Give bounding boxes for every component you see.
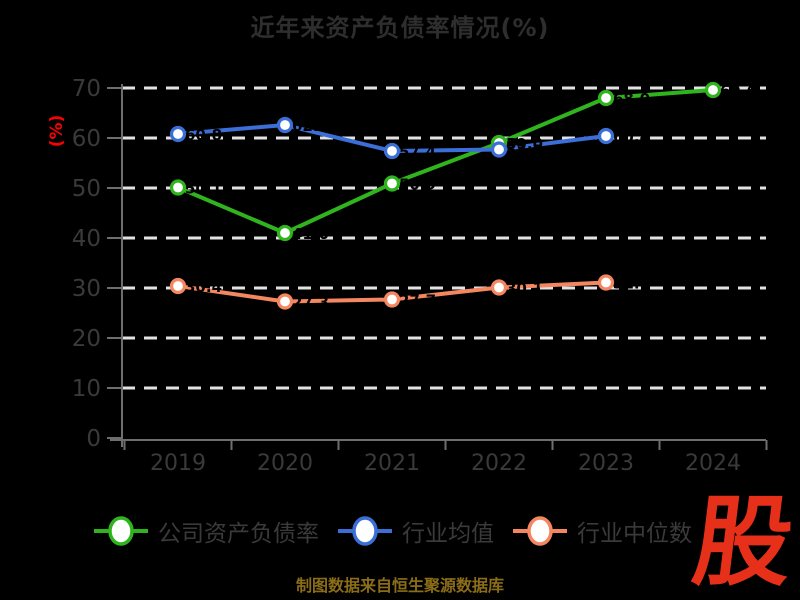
- data-point-marker: [276, 293, 294, 310]
- data-point-marker: [276, 116, 294, 134]
- x-tick-label: 2021: [364, 451, 420, 476]
- y-tick-label: 60: [72, 126, 101, 152]
- legend-label: 行业均值: [402, 521, 494, 547]
- y-axis-label: (%): [47, 115, 67, 148]
- data-label: 50.1: [185, 180, 222, 198]
- data-point-marker: [383, 175, 401, 192]
- legend-label: 公司资产负债率: [158, 521, 319, 547]
- data-point-marker: [169, 179, 187, 196]
- data-label: 59.0: [506, 135, 543, 153]
- data-label: 27.3: [292, 294, 329, 312]
- data-point-marker: [597, 127, 615, 145]
- legend-item: 公司资产负债率: [92, 514, 319, 548]
- y-tick-label: 40: [72, 226, 101, 252]
- data-point-marker: [597, 274, 615, 291]
- y-tick-label: 50: [72, 176, 101, 202]
- data-point-marker: [383, 291, 401, 308]
- chart-title: 近年来资产负债率情况(%): [250, 14, 550, 42]
- data-label: 68.0: [613, 90, 650, 108]
- legend-item: 行业均值: [336, 514, 494, 548]
- data-label: 69.6: [720, 82, 757, 100]
- data-point-marker: [383, 142, 401, 160]
- series-line: [176, 88, 715, 235]
- y-tick-label: 70: [72, 76, 101, 102]
- data-label: 41.0: [292, 225, 329, 243]
- source-note: 制图数据来自恒生聚源数据库: [295, 576, 504, 595]
- legend-marker-icon: [338, 516, 392, 546]
- y-tick-label: 30: [72, 276, 101, 302]
- data-point-marker: [276, 224, 294, 242]
- x-tick-label: 2024: [685, 451, 741, 476]
- data-point-marker: [490, 279, 508, 296]
- data-point-marker: [169, 277, 187, 295]
- data-label: 57.4: [399, 143, 436, 161]
- x-tick-label: 2023: [578, 451, 634, 476]
- x-tick-label: 2020: [257, 451, 313, 476]
- y-tick-label: 0: [86, 426, 101, 452]
- data-label: 27.7: [399, 292, 436, 310]
- data-point-marker: [490, 141, 508, 158]
- data-label: 31.1: [613, 275, 650, 293]
- data-label: 50.9: [399, 176, 436, 194]
- x-tick-label: 2022: [471, 451, 527, 476]
- data-label: 30.1: [506, 280, 543, 298]
- data-label: 62.6: [292, 117, 329, 135]
- data-label: 60.8: [185, 126, 222, 144]
- x-tick-label: 2019: [150, 451, 206, 476]
- y-tick-label: 20: [72, 326, 101, 352]
- data-label: 60.4: [613, 128, 650, 146]
- data-point-marker: [169, 125, 187, 143]
- legend-marker-icon: [513, 516, 567, 546]
- data-point-marker: [597, 89, 615, 107]
- data-label: 57.7: [506, 142, 543, 160]
- data-label: 30.4: [185, 278, 222, 296]
- legend: 公司资产负债率 行业均值 行业中位数: [92, 514, 692, 548]
- legend-marker-icon: [94, 516, 148, 546]
- legend-item: 行业中位数: [511, 514, 692, 548]
- y-tick-label: 10: [72, 376, 101, 402]
- legend-label: 行业中位数: [577, 521, 692, 547]
- data-point-marker: [704, 81, 722, 99]
